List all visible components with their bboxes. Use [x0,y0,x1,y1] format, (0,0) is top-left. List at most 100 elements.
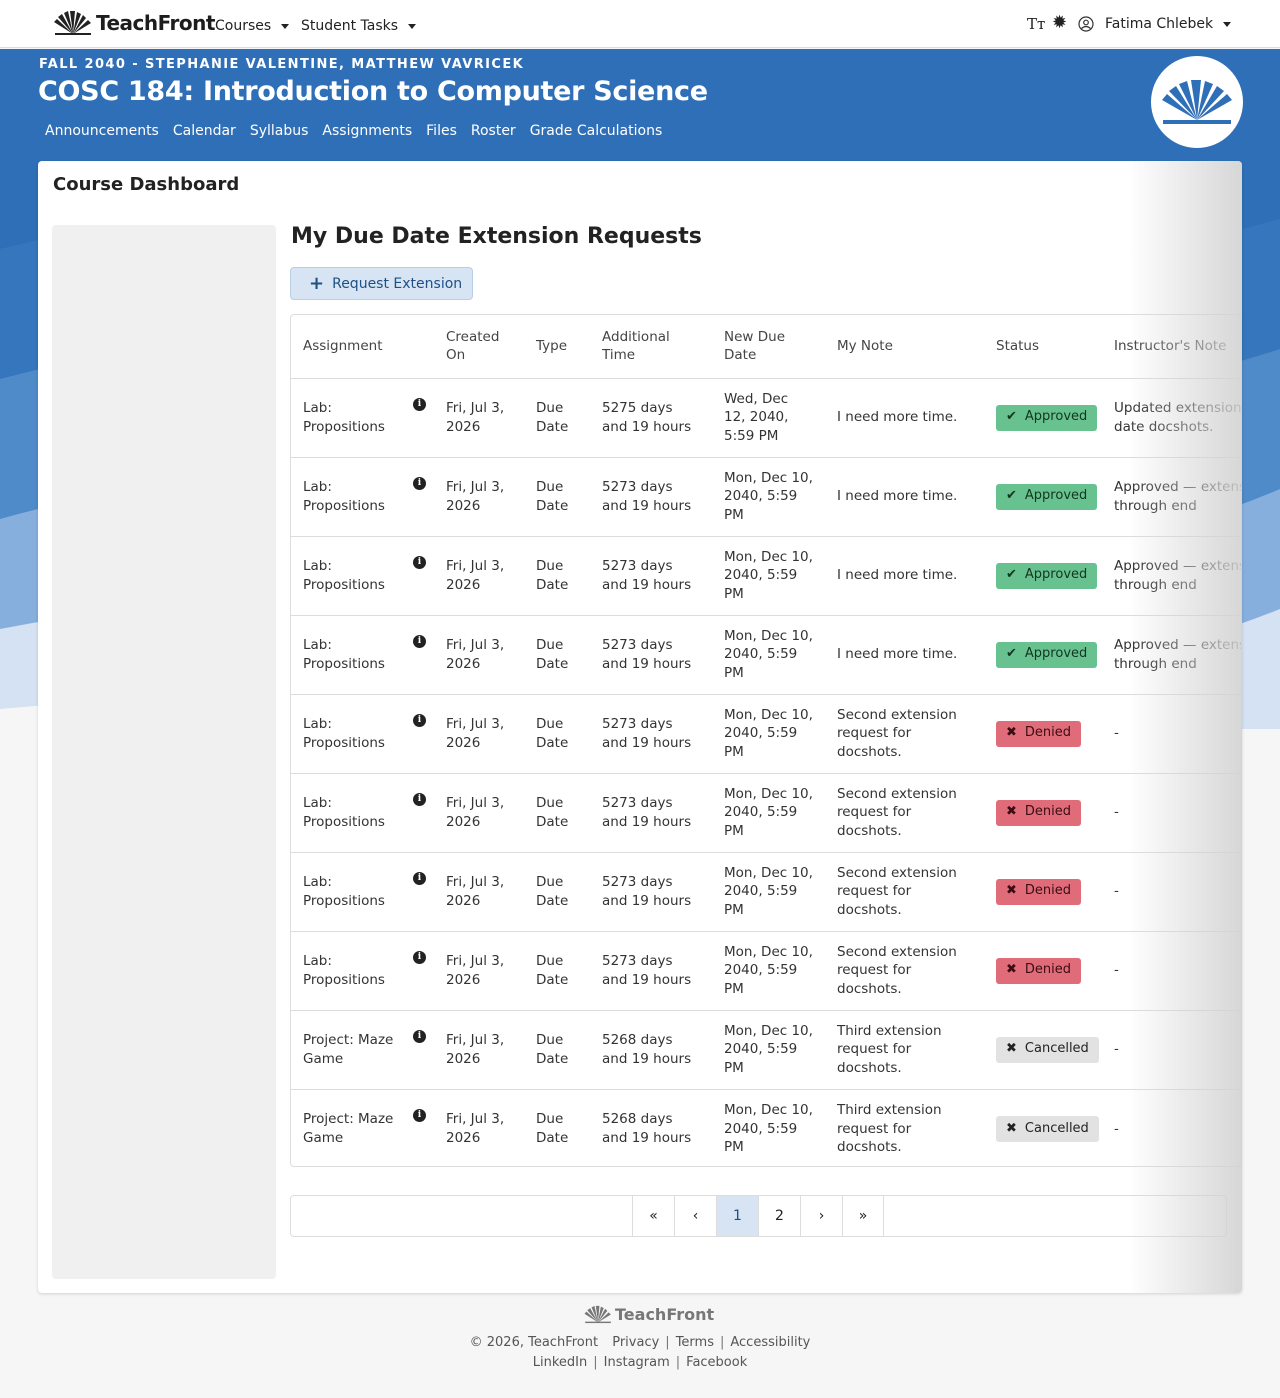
footer-link-accessibility[interactable]: Accessibility [730,1335,811,1350]
footer-link-terms[interactable]: Terms [675,1335,714,1350]
instructors-note-text: - [1114,962,1119,979]
course-logo [1151,56,1243,148]
assignment-name[interactable]: Project: Maze Game [303,1032,394,1067]
check-icon: ✔ [1006,488,1017,504]
cell-assignment: Project: Maze Game i [291,1089,434,1166]
info-icon[interactable]: i [413,871,426,885]
col-header-instructors-note[interactable]: Instructor's Note [1102,315,1241,379]
course-nav-roster[interactable]: Roster [470,123,516,139]
cell-status: ✖ Denied [984,931,1102,1011]
course-nav-syllabus[interactable]: Syllabus [249,123,309,139]
info-icon[interactable]: i [413,792,426,806]
course-nav-grade-calculations[interactable]: Grade Calculations [529,123,663,139]
course-nav-calendar[interactable]: Calendar [172,123,236,139]
course-nav-assignments[interactable]: Assignments [322,123,413,139]
cell-my-note: I need more time. [825,378,984,458]
cell-new-due-date: Mon, Dec 10, 2040, 5:59 PM [712,615,825,695]
info-icon[interactable]: i [413,950,426,964]
info-icon[interactable]: i [413,1108,426,1122]
footer-link-instagram[interactable]: Instagram [603,1355,670,1370]
cell-instructors-note: Updated extension; effective due date do… [1102,378,1242,458]
cell-assignment: Lab: Propositions i [291,931,434,1011]
cell-new-due-date: Mon, Dec 10, 2040, 5:59 PM [712,852,825,932]
assignment-name[interactable]: Project: Maze Game [303,1111,394,1146]
cell-instructors-note: - [1102,1089,1241,1166]
instructors-note-text: Updated extension; effective due date do… [1114,400,1242,435]
page-button-2[interactable]: 2 [758,1196,800,1236]
x-icon: ✖ [1006,1120,1017,1136]
footer-copyright: © 2026, TeachFront [469,1335,599,1350]
status-badge: ✖ Cancelled [996,1115,1099,1142]
status-badge: ✔ Approved [996,404,1098,431]
col-header-additional-time[interactable]: Additional Time [590,315,712,379]
assignment-name[interactable]: Lab: Propositions [303,953,385,988]
footer-link-linkedin[interactable]: LinkedIn [532,1355,588,1370]
course-nav-announcements[interactable]: Announcements [45,123,159,139]
x-icon: ✖ [1006,725,1017,741]
courses-menu[interactable]: Courses [215,18,290,34]
footer-logo[interactable]: TeachFront [583,1305,714,1324]
section-title: My Due Date Extension Requests [291,224,702,249]
cell-new-due-date: Wed, Dec 12, 2040, 5:59 PM [712,378,825,458]
assignment-name[interactable]: Lab: Propositions [303,400,385,435]
assignment-name[interactable]: Lab: Propositions [303,795,385,830]
cell-my-note: Second extension request for docshots. [825,852,984,932]
info-icon[interactable]: i [413,1029,426,1043]
col-header-assignment[interactable]: Assignment [291,315,434,379]
col-header-new-due-date[interactable]: New Due Date [712,315,825,379]
cell-my-note: Second extension request for docshots. [825,773,984,853]
text-size-icon[interactable]: Tт [1027,15,1046,33]
cell-my-note: Third extension request for docshots. [837,1102,942,1155]
status-label: Denied [1024,725,1072,741]
assignment-name[interactable]: Lab: Propositions [303,637,385,672]
user-menu[interactable]: Fatima Chlebek [1105,16,1232,32]
cell-type: Due Date [524,615,590,695]
first-page-button[interactable]: « [632,1196,674,1236]
x-icon: ✖ [1006,883,1017,899]
cell-instructors-note: - [1102,931,1241,1011]
student-tasks-menu[interactable]: Student Tasks [301,18,417,34]
cell-status: ✖ Cancelled [984,1010,1102,1090]
table-row: Project: Maze Game i Fri, Jul 3, 2026 Due D… [291,1089,1241,1166]
info-icon[interactable]: i [413,476,426,490]
prev-page-button[interactable]: ‹ [674,1196,716,1236]
plus-icon: + [309,273,325,294]
sun-icon[interactable]: ✹ [1052,12,1068,33]
cell-additional-time: 5273 days and 19 hours [590,852,712,932]
page-button-1[interactable]: 1 [716,1196,758,1236]
col-header-type[interactable]: Type [524,315,590,379]
cell-additional-time: 5273 days and 19 hours [590,615,712,695]
next-page-button[interactable]: › [800,1196,842,1236]
last-page-button[interactable]: » [842,1196,884,1236]
col-header-status[interactable]: Status [984,315,1102,379]
status-label: Approved [1024,646,1088,662]
request-extension-button[interactable]: + Request Extension [290,267,473,300]
brand-logo[interactable]: TeachFront [52,10,215,36]
assignment-name[interactable]: Lab: Propositions [303,558,385,593]
instructors-note-text: - [1114,883,1119,900]
cell-assignment: Lab: Propositions i [291,773,434,853]
info-icon[interactable]: i [413,555,426,569]
instructors-note-text: - [1114,804,1119,821]
info-icon[interactable]: i [413,397,426,411]
col-header-my-note[interactable]: My Note [825,315,984,379]
cell-new-due-date: Mon, Dec 10, 2040, 5:59 PM [712,457,825,537]
col-header-created-on[interactable]: Created On [434,315,524,379]
teachfront-logo-icon [54,11,91,35]
assignment-name[interactable]: Lab: Propositions [303,716,385,751]
brand-name: TeachFront [96,11,215,35]
info-icon[interactable]: i [413,634,426,648]
info-icon[interactable]: i [413,713,426,727]
footer-link-facebook[interactable]: Facebook [686,1355,748,1370]
status-label: Denied [1024,804,1072,820]
cell-my-note: Second extension request for docshots. [825,694,984,774]
cell-created-on: Fri, Jul 3, 2026 [434,457,524,537]
cell-type: Due Date [524,773,590,853]
assignment-name[interactable]: Lab: Propositions [303,874,385,909]
x-icon: ✖ [1006,804,1017,820]
x-icon: ✖ [1006,962,1017,978]
assignment-name[interactable]: Lab: Propositions [303,479,385,514]
course-nav-files[interactable]: Files [426,123,457,139]
table-row: Lab: Propositions i Fri, Jul 3, 2026 Due Da… [291,615,1241,695]
footer-link-privacy[interactable]: Privacy [612,1335,660,1350]
